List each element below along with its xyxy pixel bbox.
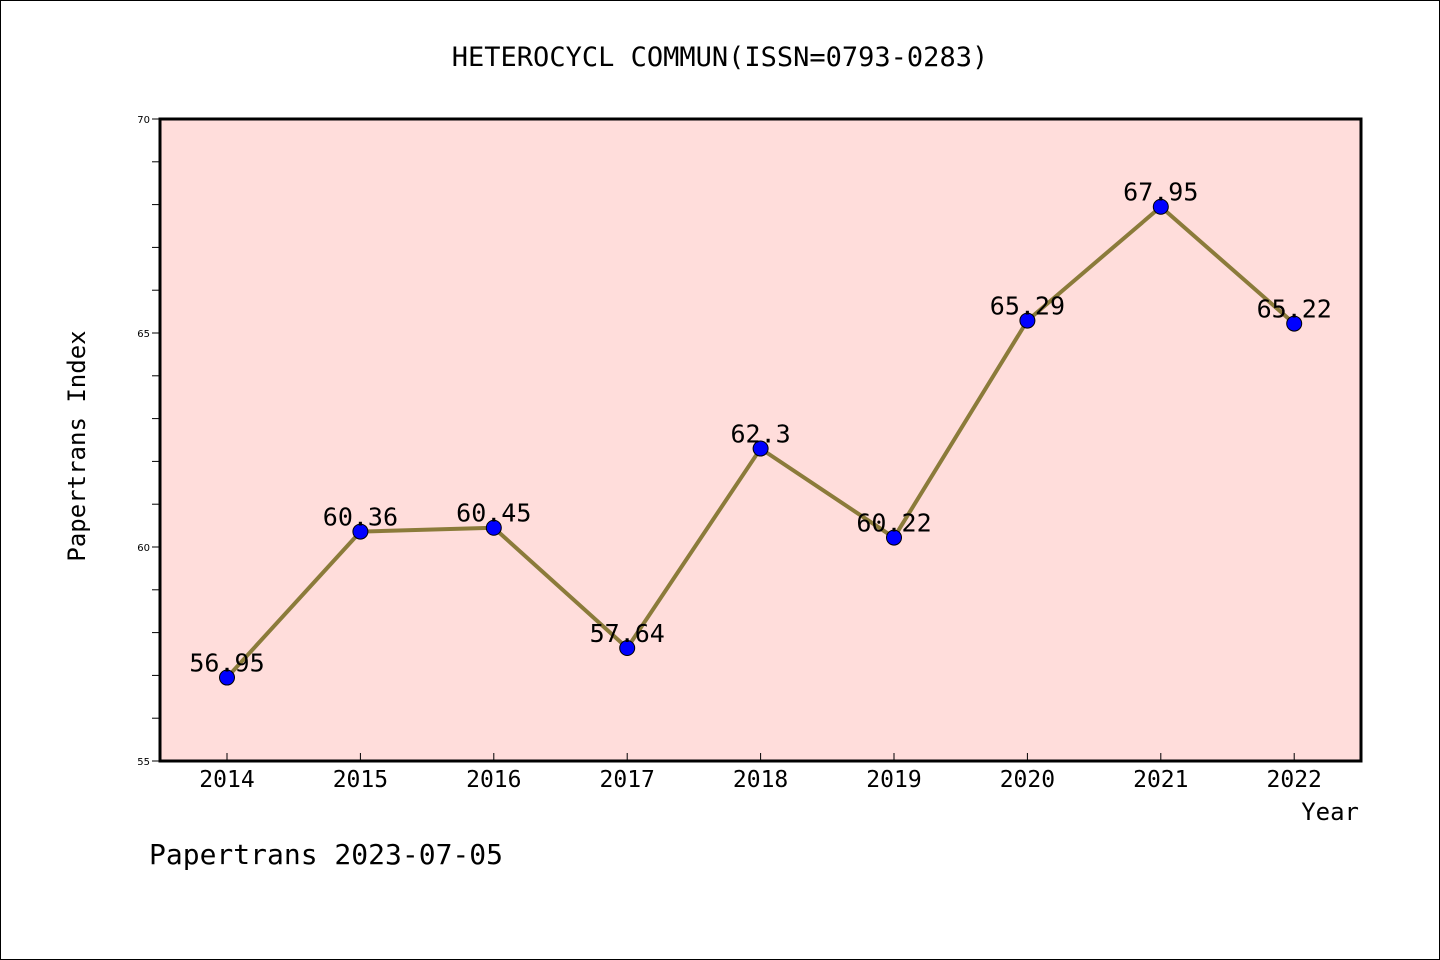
data-label: 60.22 — [856, 509, 931, 538]
data-label: 62.3 — [730, 420, 790, 449]
data-label: 60.36 — [323, 503, 398, 532]
data-point — [1286, 315, 1303, 332]
chart-title: HETEROCYCL COMMUN(ISSN=0793-0283) — [452, 42, 988, 73]
x-tick-label: 2022 — [1267, 767, 1322, 793]
data-label: 65.22 — [1257, 295, 1332, 324]
footer-stamp: Papertrans 2023-07-05 — [149, 838, 503, 871]
x-tick-label: 2014 — [199, 767, 254, 793]
x-tick-label: 2016 — [466, 767, 521, 793]
data-label: 67.95 — [1123, 178, 1198, 207]
x-tick-label: 2017 — [600, 767, 655, 793]
x-tick-label: 2021 — [1133, 767, 1188, 793]
y-tick-label: 65 — [137, 329, 150, 340]
x-tick-label: 2015 — [333, 767, 388, 793]
x-axis: 2014 2015 2016 2017 2018 2019 2020 2021 2022 — [199, 753, 1322, 793]
data-point — [1152, 198, 1169, 215]
data-label: 56.95 — [189, 649, 264, 678]
plot-area — [158, 117, 1363, 763]
x-axis-label: Year — [1301, 798, 1359, 826]
data-label: 65.29 — [990, 292, 1065, 321]
x-tick-label: 2018 — [733, 767, 788, 793]
data-point — [619, 640, 636, 657]
data-point — [219, 669, 235, 686]
y-tick-label: 60 — [137, 543, 150, 554]
y-tick-label: 70 — [137, 115, 150, 126]
y-axis: 55 60 65 70 — [137, 115, 160, 768]
data-point — [752, 440, 769, 457]
data-label: 57.64 — [590, 619, 665, 648]
x-tick-label: 2019 — [866, 767, 921, 793]
y-tick-label: 55 — [137, 757, 150, 768]
data-point — [352, 523, 369, 540]
x-tick-label: 2020 — [1000, 767, 1055, 793]
series-line-group: 56.95 60.36 60.45 57.64 62.3 60.22 65.29 67.95 6… — [189, 178, 1332, 686]
data-label: 60.45 — [456, 499, 531, 528]
y-axis-label: Papertrans Index — [63, 330, 91, 561]
data-point — [485, 519, 502, 536]
data-point — [886, 529, 902, 546]
data-point — [1019, 312, 1036, 329]
